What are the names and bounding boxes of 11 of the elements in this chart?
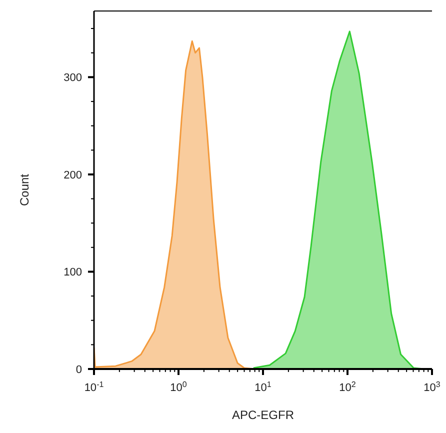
y-tick-label: 100	[64, 266, 82, 279]
x-tick-label: 10$^{2}$	[339, 380, 356, 394]
y-tick-label: 300	[64, 72, 82, 84]
x-tick-label: 10$^{3}$	[424, 380, 441, 394]
y-tick-label: 200	[64, 169, 82, 182]
x-axis-title: APC-EGFR	[232, 408, 294, 422]
x-tick-label: 10$^{-1}$	[84, 380, 104, 394]
x-tick-label: 10$^{1}$	[254, 380, 272, 394]
y-axis-title: Count	[17, 173, 32, 206]
y-tick-label: 0	[76, 364, 82, 376]
x-tick-label: 10$^{0}$	[170, 380, 188, 394]
